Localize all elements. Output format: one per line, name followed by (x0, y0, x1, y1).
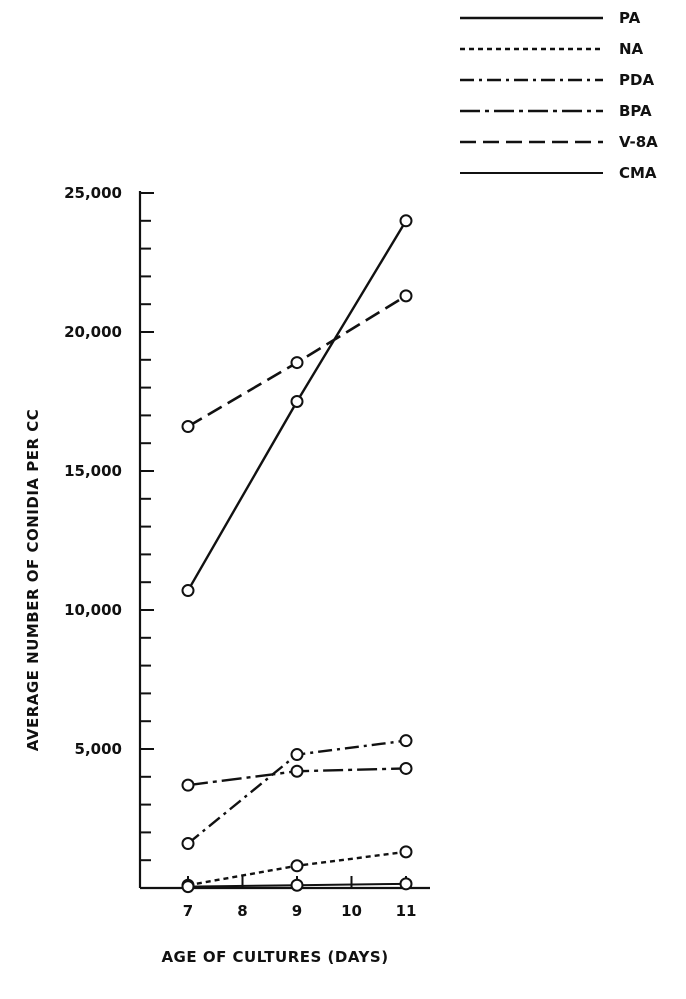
y-tick-label: 15,000 (64, 462, 122, 480)
y-tick-label: 5,000 (75, 740, 122, 758)
data-point (290, 764, 304, 778)
x-tick-label: 8 (237, 902, 247, 920)
y-tick-label: 25,000 (64, 184, 122, 202)
legend-label-na: NA (619, 40, 644, 58)
data-point (399, 734, 413, 748)
data-point (290, 878, 304, 892)
y-axis-label: AVERAGE NUMBER OF CONIDIA PER CC (24, 409, 42, 752)
x-tick-label: 7 (183, 902, 193, 920)
x-tick-label: 10 (341, 902, 362, 920)
data-point (399, 845, 413, 859)
axes: 5,000 10,000 15,000 20,000 25,000 7 8 9 10 11 (64, 184, 430, 920)
legend-label-pa: PA (619, 9, 641, 27)
x-axis-label: AGE OF CULTURES (DAYS) (161, 948, 388, 966)
legend-label-pda: PDA (619, 71, 654, 89)
y-tick-label: 20,000 (64, 323, 122, 341)
data-point (399, 877, 413, 891)
data-point (181, 880, 195, 894)
data-point (290, 395, 304, 408)
data-point (181, 584, 195, 598)
data-point (399, 214, 413, 228)
legend-label-v-8a: V-8A (619, 133, 658, 151)
x-tick-label: 11 (396, 902, 417, 920)
y-tick-label: 10,000 (64, 601, 122, 619)
data-point (290, 859, 304, 873)
series-layer (181, 214, 413, 894)
data-point (399, 761, 413, 775)
legend-label-cma: CMA (619, 164, 657, 182)
data-point (290, 748, 304, 762)
data-point (399, 289, 413, 303)
legend: PA NA PDA BPA V-8A CMA (460, 9, 658, 182)
x-tick-label: 9 (292, 902, 302, 920)
legend-label-bpa: BPA (619, 102, 652, 120)
data-point (181, 778, 195, 792)
data-point (290, 356, 304, 370)
data-point (181, 420, 195, 434)
data-point (181, 837, 195, 851)
